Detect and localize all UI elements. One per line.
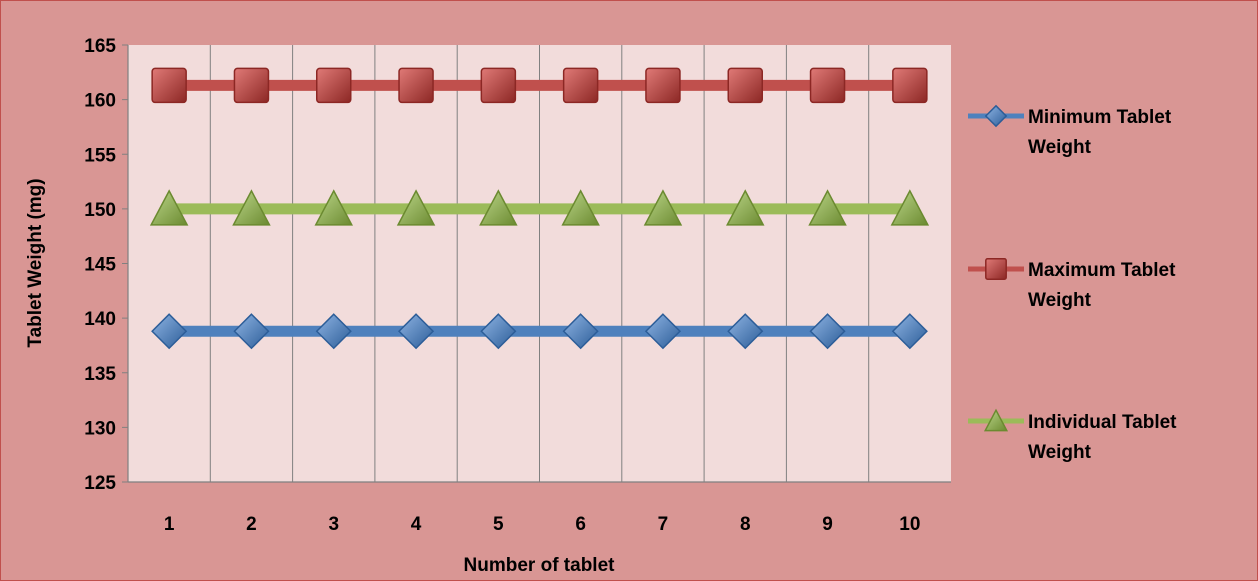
square-marker [727,67,763,104]
series-group [149,67,930,350]
y-tick-labels: 125 130 135 140 145 150 155 160 165 [84,36,128,494]
diamond-marker [984,104,1008,128]
triangle-marker [890,189,930,226]
y-tick-label: 140 [84,309,116,330]
square-marker [480,67,517,104]
triangle-marker [808,189,847,226]
x-axis-title: Number of tablet [464,555,616,576]
diamond-marker [233,313,270,350]
diamond-marker [562,313,599,350]
square-marker [562,67,599,104]
square-marker [985,258,1007,280]
y-tick-label: 125 [84,473,116,494]
legend-label: Maximum Tablet Weight [1028,260,1176,311]
triangle-marker [149,189,189,226]
legend: Minimum Tablet Weight Maximum Tablet Weight… [968,104,1177,463]
triangle-marker [643,189,683,226]
x-tick-label: 9 [822,514,833,535]
x-tick-label: 7 [658,514,669,535]
x-tick-labels: 1 2 3 4 5 6 7 8 9 10 [164,514,921,535]
diamond-marker [727,313,764,350]
square-marker [398,67,434,104]
x-tick-label: 6 [575,514,586,535]
diamond-marker [891,313,928,350]
triangle-marker [983,408,1009,432]
y-tick-label: 160 [84,91,116,112]
square-marker [316,67,352,104]
y-tick-label: 130 [84,418,116,439]
square-marker [809,67,846,104]
legend-label: Individual Tablet Weight [1028,412,1177,463]
triangle-marker [396,189,436,226]
square-marker [892,67,928,104]
legend-item: Individual Tablet Weight [968,408,1177,463]
series-square [151,67,928,104]
diamond-marker [644,313,682,350]
square-marker [151,67,187,104]
y-tick-label: 135 [84,364,116,385]
x-tick-label: 10 [899,514,920,535]
x-tick-label: 1 [164,514,175,535]
triangle-marker [314,189,353,226]
x-tick-label: 5 [493,514,504,535]
x-tick-label: 8 [740,514,751,535]
y-tick-label: 165 [84,36,116,57]
series-diamond [151,313,928,350]
x-tick-label: 4 [411,514,422,535]
y-tick-label: 145 [84,255,116,276]
x-tick-label: 2 [246,514,257,535]
triangle-marker [232,189,271,226]
series-triangle [149,189,930,226]
grid-lines [209,45,870,482]
legend-label: Minimum Tablet Weight [1028,107,1172,158]
y-axis-title: Tablet Weight (mg) [25,178,46,347]
diamond-marker [809,313,846,350]
legend-item: Maximum Tablet Weight [968,258,1176,311]
y-tick-label: 150 [84,200,116,221]
legend-item: Minimum Tablet Weight [968,104,1172,158]
y-tick-label: 155 [84,145,116,166]
square-marker [233,67,270,104]
diamond-marker [397,313,435,350]
diamond-marker [480,313,517,350]
triangle-marker [726,189,765,226]
triangle-marker [479,189,518,226]
diamond-marker [151,313,188,350]
diamond-marker [315,313,352,350]
triangle-marker [561,189,600,226]
square-marker [645,67,681,104]
x-tick-label: 3 [328,514,339,535]
